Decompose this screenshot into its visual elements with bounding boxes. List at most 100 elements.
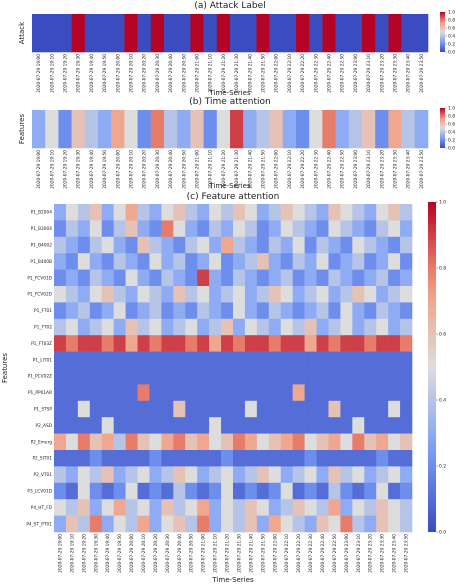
heatmap-cell	[316, 433, 329, 451]
heatmap-cell	[54, 351, 67, 369]
heatmap-cell	[101, 499, 114, 516]
x-tick-label: 2020-07-29 22:20	[300, 54, 306, 93]
heatmap-cell	[173, 253, 186, 270]
heatmap-cell	[185, 368, 198, 385]
heatmap-cell	[328, 236, 341, 254]
y-tick-label: P1_PCV02Z	[28, 374, 52, 380]
heatmap-cell	[280, 515, 293, 533]
heatmap-cell	[304, 384, 317, 402]
heatmap-cell	[376, 269, 389, 287]
heatmap-cell	[256, 450, 270, 467]
heatmap-cell	[111, 14, 125, 53]
heatmap-cell	[256, 400, 270, 418]
heatmap-cell	[161, 433, 174, 451]
heatmap-cell	[268, 482, 282, 500]
heatmap-cell	[89, 466, 103, 484]
heatmap-cell	[209, 269, 222, 287]
heatmap-cell	[161, 204, 174, 221]
heatmap-cell	[304, 450, 317, 467]
heatmap-cell	[388, 14, 402, 53]
y-tick-label: P2_VT01	[33, 472, 52, 478]
heatmap-cell	[340, 482, 353, 500]
heatmap-cell	[340, 236, 353, 254]
heatmap-cell	[256, 515, 270, 533]
heatmap-cell	[280, 400, 293, 418]
heatmap-cell	[77, 286, 91, 303]
heatmap-cell	[173, 204, 186, 221]
heatmap-cell	[185, 384, 198, 402]
x-tick-label: 2020-07-29 21:10	[213, 534, 219, 573]
heatmap-cell	[376, 220, 389, 238]
heatmap-cell	[388, 433, 401, 451]
heatmap-cell	[352, 318, 365, 336]
heatmap-cell	[137, 318, 150, 336]
heatmap-cell	[316, 515, 329, 533]
colorbar-tick-label: 0.6	[448, 26, 455, 32]
heatmap-cell	[137, 253, 150, 270]
heatmap-cell	[185, 269, 198, 287]
heatmap-cell	[268, 318, 282, 336]
heatmap-cell	[292, 368, 305, 385]
heatmap-cell	[101, 450, 114, 467]
heatmap-cell	[376, 515, 389, 533]
heatmap-cell	[400, 499, 413, 516]
heatmap-cell	[149, 433, 162, 451]
heatmap-cell	[190, 110, 204, 149]
heatmap-cell	[98, 14, 112, 53]
heatmap-cell	[65, 515, 79, 533]
heatmap-cell	[98, 110, 112, 149]
x-tick-label: 2020-07-29 19:00	[36, 150, 42, 189]
heatmap-cell	[340, 417, 353, 434]
heatmap-cell	[101, 515, 114, 533]
heatmap-cell	[335, 110, 350, 149]
heatmap-cell	[125, 302, 138, 320]
heatmap-cell	[137, 417, 150, 434]
heatmap-cell	[77, 302, 91, 320]
heatmap-cell	[292, 417, 305, 434]
x-tick-label: 2020-07-29 19:10	[49, 54, 55, 93]
heatmap-cell	[400, 236, 413, 254]
heatmap-cell	[65, 335, 79, 352]
heatmap-cell	[376, 236, 389, 254]
heatmap-cell	[77, 368, 91, 385]
y-tick-label: P1_LIT01	[33, 357, 52, 363]
heatmap-cell	[388, 351, 401, 369]
heatmap-cell	[233, 433, 246, 451]
heatmap-cell	[197, 302, 210, 320]
heatmap-cell	[173, 384, 186, 402]
heatmap-cell	[352, 400, 365, 418]
heatmap-cell	[340, 400, 353, 418]
heatmap-cell	[149, 220, 162, 238]
heatmap-cell	[362, 110, 376, 149]
heatmap-cell	[364, 515, 377, 533]
heatmap-cell	[209, 351, 222, 369]
heatmap-cell	[209, 499, 222, 516]
heatmap-cell	[185, 204, 198, 221]
x-tick-label: 2020-07-29 22:20	[296, 534, 302, 573]
heatmap-cell	[77, 236, 91, 254]
heatmap-cell	[352, 417, 365, 434]
heatmap-cell	[54, 318, 67, 336]
x-tick-label: 2020-07-29 20:00	[115, 150, 121, 189]
heatmap-cell	[352, 368, 365, 385]
heatmap-cell	[101, 417, 114, 434]
heatmap-cell	[388, 335, 401, 352]
x-axis-label: Time-Series	[211, 576, 254, 584]
heatmap-cell	[376, 499, 389, 516]
heatmap-cell	[364, 286, 377, 303]
x-tick-label: 2020-07-29 23:50	[404, 534, 410, 573]
heatmap-cell	[352, 482, 365, 500]
heatmap-cell	[388, 368, 401, 385]
heatmap-cell	[352, 384, 365, 402]
heatmap-cell	[197, 286, 210, 303]
heatmap-cell	[364, 466, 377, 484]
y-tick-label: P1_B3004	[31, 226, 53, 232]
heatmap-cell	[280, 335, 293, 352]
x-tick-label: 2020-07-29 21:00	[201, 534, 207, 573]
heatmap-cell	[364, 450, 377, 467]
y-axis-label: Attack	[18, 21, 26, 44]
x-tick-label: 2020-07-29 23:10	[356, 534, 362, 573]
heatmap-cell	[113, 466, 126, 484]
heatmap-cell	[292, 400, 305, 418]
